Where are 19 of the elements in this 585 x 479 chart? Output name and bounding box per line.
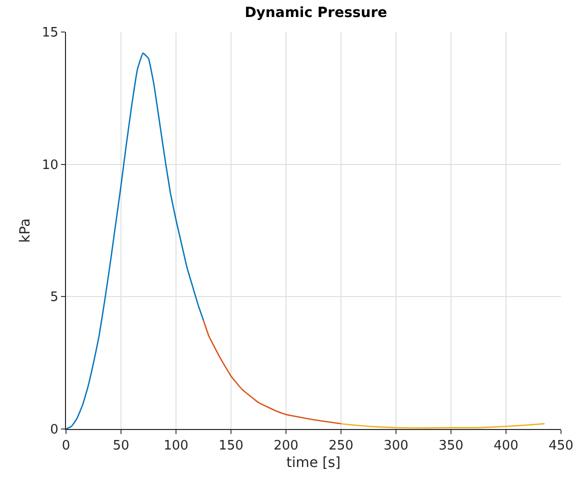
x-tick-label: 150 <box>218 438 244 454</box>
x-tick-label: 100 <box>164 438 188 454</box>
x-tick-label: 300 <box>384 438 408 454</box>
x-tick-label: 0 <box>62 438 70 454</box>
x-tick-label: 50 <box>112 438 130 454</box>
y-tick-label: 0 <box>50 422 58 438</box>
y-tick-label: 10 <box>42 158 58 173</box>
x-axis-title: time [s] <box>286 454 341 471</box>
x-tick-label: 400 <box>494 438 518 454</box>
x-tick-label: 250 <box>328 438 354 454</box>
chart-title: Dynamic Pressure <box>244 4 388 21</box>
line-series <box>66 52 204 429</box>
y-tick-label: 15 <box>42 26 58 41</box>
line-series <box>202 320 342 424</box>
x-tick-label: 200 <box>274 438 298 454</box>
x-tick-label: 350 <box>438 438 464 454</box>
x-tick-label: 450 <box>548 438 574 454</box>
y-tick-label: 5 <box>50 290 58 306</box>
y-axis-title: kPa <box>17 218 34 243</box>
